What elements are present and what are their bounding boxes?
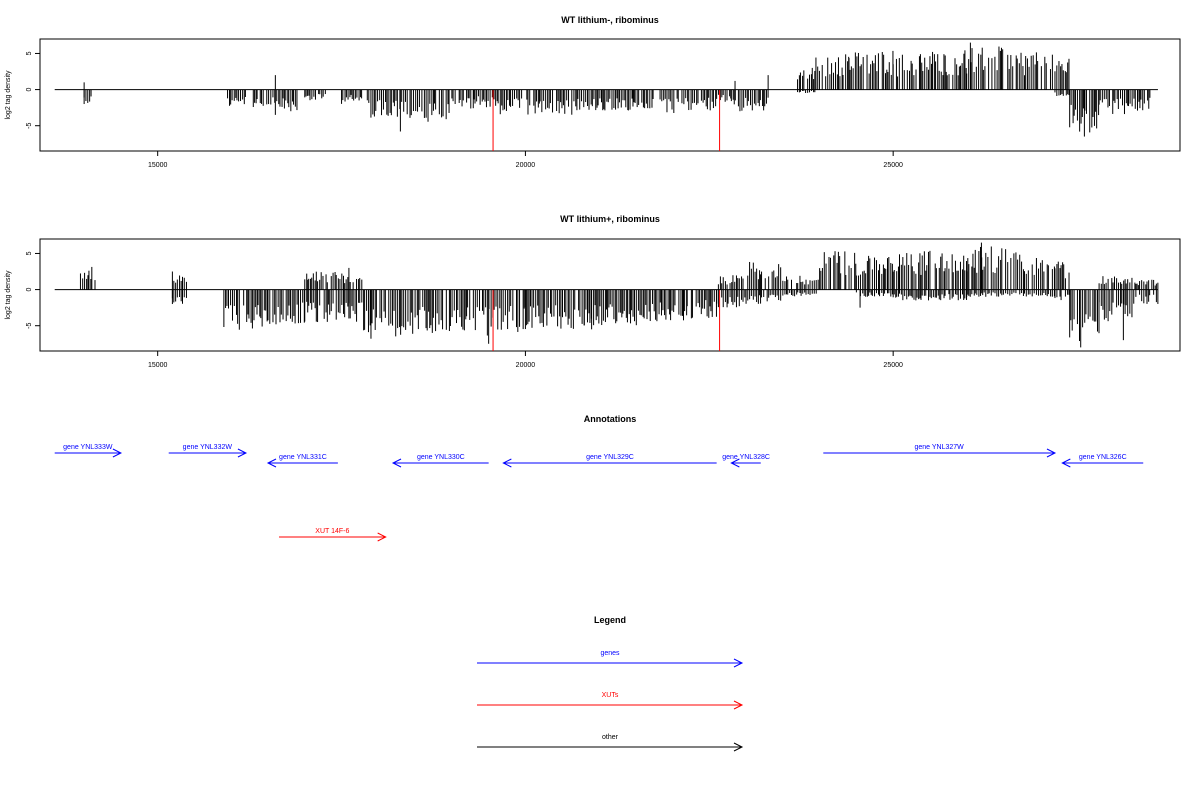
annotation-label: gene YNL326C	[1079, 454, 1127, 461]
annotations-panel: Annotations gene YNL333W gene YNL332Wgene…	[54, 414, 1144, 542]
panel-lithium-minus: WT lithium-, ribominus log2 tag density …	[5, 15, 1181, 169]
panel-2-marks	[54, 242, 1159, 351]
legend-label: genes	[600, 650, 620, 657]
panel-2-y-axis-label: log2 tag density	[5, 270, 12, 320]
annotation-arrow-head	[237, 448, 248, 458]
annotation-label: gene YNL327W	[914, 444, 964, 451]
y-tick-label: 0	[26, 88, 33, 92]
panel-2-axes: 15000 20000 25000 5 0 -5	[26, 251, 903, 369]
y-tick-label: 0	[26, 288, 33, 292]
annotation-arrow-head	[1046, 448, 1057, 458]
y-tick-label: 5	[26, 251, 33, 255]
annotation-label: gene YNL333W	[63, 444, 113, 451]
legend-arrow-head	[733, 700, 744, 710]
panel-1-y-axis-label: log2 tag density	[5, 70, 12, 120]
panel-2-title: WT lithium+, ribominus	[560, 214, 660, 224]
annotation-arrow-head	[1061, 458, 1071, 468]
legend-label: other	[602, 734, 619, 741]
annotation-label: gene YNL328C	[722, 454, 770, 461]
panel-lithium-plus: WT lithium+, ribominus log2 tag density …	[5, 214, 1181, 369]
annotation-label: gene YNL332W	[183, 444, 233, 451]
legend-panel: Legend genes XUTs other	[477, 615, 744, 752]
panel-1-plot-frame	[39, 38, 1181, 152]
annotation-label: gene YNL331C	[279, 454, 327, 461]
x-tick-label: 25000	[883, 362, 903, 369]
x-tick-label: 15000	[148, 162, 168, 169]
annotation-arrow-head	[730, 458, 740, 468]
annotation-label: gene YNL329C	[586, 454, 634, 461]
x-tick-label: 15000	[148, 362, 168, 369]
annotation-arrow-head	[377, 532, 387, 542]
annotation-label: gene YNL330C	[417, 454, 465, 461]
legend-arrow-head	[733, 742, 744, 752]
annotation-arrow-head	[112, 448, 123, 458]
y-tick-label: -5	[26, 322, 33, 328]
panel-1-marks	[54, 42, 1158, 151]
panel-2-plot-frame	[39, 238, 1181, 352]
legend-arrow-head	[733, 658, 744, 668]
x-tick-label: 25000	[883, 162, 903, 169]
annotation-arrow-head	[266, 458, 277, 468]
legend-label: XUTs	[602, 692, 619, 699]
x-tick-label: 20000	[516, 162, 536, 169]
panel-1-axes: 15000 20000 25000 5 0 -5	[26, 51, 903, 169]
legend-title: Legend	[594, 615, 626, 625]
x-tick-label: 20000	[516, 362, 536, 369]
legend-items: genes XUTs other	[477, 650, 744, 752]
y-tick-label: 5	[26, 51, 33, 55]
annotations-title: Annotations	[584, 414, 637, 424]
panel-1-title: WT lithium-, ribominus	[561, 15, 659, 25]
annotation-items: gene YNL333W gene YNL332W gene YNL331C gene…	[54, 444, 1144, 542]
y-tick-label: -5	[26, 122, 33, 128]
annotation-label: XUT 14F-6	[315, 528, 349, 535]
annotation-arrow-head	[502, 458, 512, 468]
annotation-arrow-head	[391, 458, 402, 468]
